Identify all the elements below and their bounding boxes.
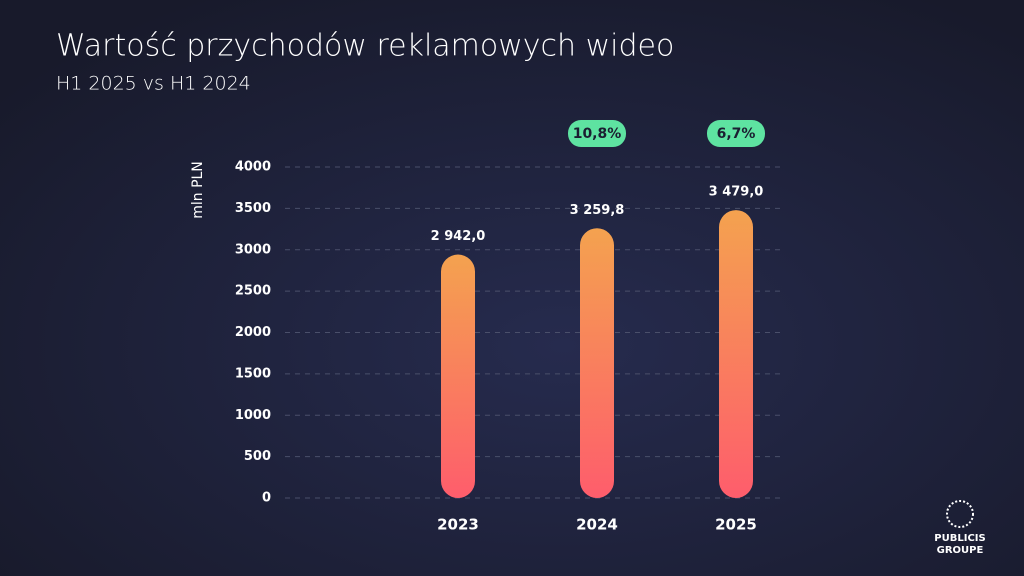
x-tick-label: 2024 <box>576 516 618 534</box>
logo-mark <box>946 500 974 528</box>
y-tick-label: 1000 <box>235 408 271 423</box>
growth-label: 10,8% <box>573 126 622 142</box>
chart-subtitle: H1 2025 vs H1 2024 <box>56 73 251 95</box>
y-tick-label: 3000 <box>235 242 271 257</box>
y-axis-label: mln PLN <box>190 161 206 219</box>
logo-text: PUBLICIS <box>934 533 985 544</box>
y-tick-label: 2000 <box>235 325 271 340</box>
bar <box>441 254 475 498</box>
y-tick-label: 2500 <box>235 284 271 299</box>
x-tick-label: 2023 <box>437 516 479 534</box>
value-label: 2 942,0 <box>431 229 486 244</box>
y-tick-label: 3500 <box>235 201 271 216</box>
y-tick-label: 1500 <box>235 366 271 381</box>
growth-badge <box>568 120 626 147</box>
value-label: 3 479,0 <box>709 185 764 200</box>
chart-title: Wartość przychodów reklamowych wideo <box>56 29 674 64</box>
logo: PUBLICIS GROUPE <box>934 500 986 556</box>
logo-text: GROUPE <box>937 545 984 556</box>
bar <box>719 210 753 499</box>
y-tick-label: 4000 <box>235 160 271 175</box>
y-tick-label: 0 <box>262 491 271 506</box>
bar <box>580 228 614 498</box>
x-tick-label: 2025 <box>715 516 757 534</box>
growth-badge <box>707 120 765 147</box>
y-tick-label: 500 <box>244 449 271 464</box>
value-label: 3 259,8 <box>570 203 625 218</box>
growth-label: 6,7% <box>717 126 756 142</box>
